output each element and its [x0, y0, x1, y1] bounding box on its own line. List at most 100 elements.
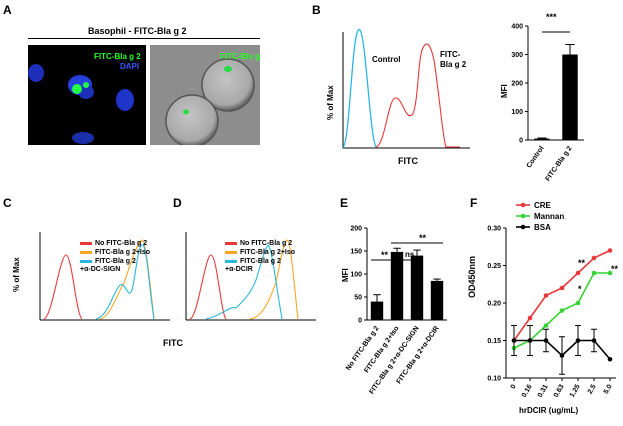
series-point-mannan-0 — [511, 345, 517, 351]
series-point-bsa-0 — [511, 338, 517, 343]
barE-bar-0 — [370, 301, 384, 320]
d-no-fitc-curve — [189, 254, 227, 320]
barE-bar-1 — [390, 251, 404, 320]
d-legend-item-2: FITC-Bla g 2 +α-DCIR — [225, 258, 281, 273]
series-point-bsa-1 — [527, 338, 533, 343]
barB-y-tick-label-1: 100 — [511, 109, 523, 116]
barB-y-tick-label-3: 300 — [511, 52, 523, 59]
series-point-mannan-3 — [559, 308, 565, 313]
legend-label-mannan: Mannan — [534, 212, 564, 221]
brightfield-label-fitc: FITC-Bla g 2 — [220, 52, 260, 61]
panel-label-d: D — [173, 196, 182, 210]
legend-label-cre: CRE — [534, 201, 552, 210]
d-dcir-curve — [205, 244, 283, 320]
barB-y-tick-label-0: 0 — [519, 138, 523, 145]
series-point-cre-0 — [511, 338, 517, 343]
barE-y-tick-label-0: 0 — [358, 318, 362, 325]
series-point-cre-1 — [527, 315, 533, 321]
c-legend-item-0: No FITC-Bla g 2 — [80, 240, 147, 247]
panel-f-x-tick-label-5: 2.5 — [587, 383, 598, 395]
series-point-mannan-2 — [543, 323, 549, 328]
panel-f-x-tick-label-3: 0.63 — [553, 383, 566, 398]
series-point-mannan-1 — [527, 338, 533, 343]
barB-y-tick-label-2: 200 — [511, 81, 523, 88]
panel-label-c: C — [3, 196, 12, 210]
panel-b-bar-y-label: MFI — [500, 84, 509, 98]
c-no-fitc-curve — [43, 254, 83, 320]
barE-y-tick-label-3: 150 — [350, 249, 362, 256]
barE-category-label-1: FITC-Bla g 2+Iso — [363, 325, 400, 374]
barE-y-tick-label-2: 100 — [350, 272, 362, 279]
series-line-cre — [513, 249, 611, 341]
panel-cd-x-label: FITC — [163, 338, 183, 348]
series-point-bsa-6 — [607, 356, 613, 362]
legend-swatch-dot-bsa — [520, 224, 526, 230]
series-line-bsa — [514, 339, 611, 360]
micrograph-label-dapi: DAPI — [120, 62, 140, 71]
series-point-mannan-5 — [591, 270, 597, 276]
panel-f-significance-1: ** — [578, 258, 586, 268]
panel-f-y-tick-label-2: 0.20 — [487, 301, 501, 308]
brightfield-micrograph: FITC-Bla g 2 — [150, 45, 260, 145]
panel-a-title-rule — [28, 38, 260, 39]
panel-f-y-tick-label-3: 0.25 — [487, 263, 501, 270]
barB-bar-0 — [534, 138, 550, 140]
panel-b-x-label: FITC — [398, 156, 418, 166]
panel-f-x-tick-label-2: 0.31 — [537, 383, 550, 398]
d-legend-item-1: FITC-Bla g 2+Iso — [225, 249, 295, 256]
barB-category-label-0: Control — [526, 145, 546, 169]
c-legend-item-1: FITC-Bla g 2+Iso — [80, 249, 150, 256]
barB-bar-1 — [562, 54, 578, 140]
panel-c-y-label: % of Max — [12, 257, 21, 292]
barE-category-label-0: No FITC-Bla g 2 — [345, 325, 381, 372]
control-histogram-curve — [342, 29, 377, 148]
series-point-mannan-4 — [575, 300, 581, 306]
panel-f-x-tick-label-6: 5.0 — [603, 383, 614, 395]
panel-f-x-tick-label-1: 0.16 — [521, 383, 534, 398]
series-point-bsa-3 — [559, 353, 565, 358]
panel-f-y-tick-label-0: 0.10 — [487, 376, 501, 383]
panel-a-title: Basophil - FITC-Bla g 2 — [88, 26, 187, 36]
panel-e-y-label: MFI — [341, 268, 350, 282]
barE-bar-3 — [430, 280, 444, 320]
barE-y-tick-label-1: 50 — [354, 295, 362, 302]
barE-category-label-3: FITC-Bla g 2+α-DCIR — [396, 325, 441, 385]
series-point-cre-3 — [559, 285, 565, 291]
panel-label-e: E — [340, 196, 349, 210]
panel-b-significance: *** — [546, 12, 557, 22]
panel-f-y-tick-label-1: 0.15 — [487, 338, 501, 345]
hist-label-control: Control — [372, 55, 401, 64]
series-line-mannan — [513, 272, 610, 349]
series-point-bsa-2 — [543, 338, 549, 343]
d-legend-item-0: No FITC-Bla g 2 — [225, 240, 292, 247]
barE-bar-2 — [410, 255, 424, 320]
panel-f-significance-2: ** — [611, 264, 619, 274]
series-point-cre-6 — [607, 248, 613, 253]
series-point-cre-4 — [575, 270, 581, 276]
legend-label-bsa: BSA — [534, 223, 551, 232]
series-point-cre-5 — [591, 255, 597, 261]
barE-y-tick-label-4: 200 — [350, 226, 362, 233]
panel-f-x-tick-label-0: 0 — [510, 383, 518, 390]
panel-f-x-label: hrDCIR (ug/mL) — [519, 406, 579, 415]
panel-e-significance-ns: ns — [405, 250, 415, 259]
panel-f-y-tick-label-4: 0.30 — [487, 226, 501, 233]
panel-e-significance-1: ** — [381, 250, 389, 260]
panel-label-f: F — [470, 196, 478, 210]
barE-category-label-2: FITC-Bla g 2+α-DC-SIGN — [368, 325, 420, 395]
legend-swatch-dot-cre — [520, 202, 526, 208]
barB-y-tick-label-4: 400 — [511, 24, 523, 31]
panel-label-b: B — [312, 3, 321, 17]
micrograph-label-fitc: FITC-Bla g 2 — [94, 52, 141, 61]
panel-f-significance-3: * — [578, 284, 582, 294]
hist-label-fitc: FITC- Bla g 2 — [440, 50, 467, 69]
series-point-cre-2 — [543, 293, 549, 298]
c-legend-item-2: FITC-Bla g 2 +α-DC-SIGN — [80, 258, 136, 273]
series-point-bsa-5 — [591, 338, 597, 343]
panel-label-a: A — [3, 3, 12, 17]
series-point-bsa-4 — [575, 338, 581, 343]
panel-f-y-label: OD450nm — [467, 255, 477, 298]
legend-swatch-dot-mannan — [520, 213, 526, 219]
panel-b-y-label: % of Max — [326, 85, 335, 120]
panel-e-significance-2: ** — [419, 233, 427, 243]
